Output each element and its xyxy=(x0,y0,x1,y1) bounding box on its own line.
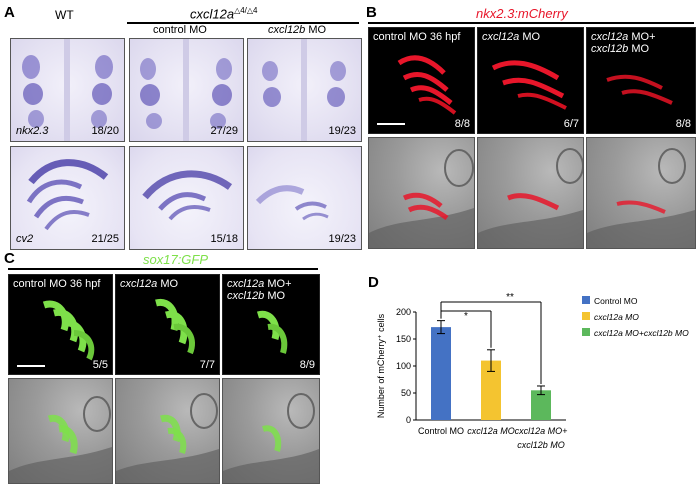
ish-nkx23-cxcl12b: 19/23 xyxy=(247,38,362,142)
panel-d-label: D xyxy=(368,274,379,291)
y-tick-label: 100 xyxy=(396,361,411,371)
count-label: 19/23 xyxy=(328,125,356,137)
count-label: 15/18 xyxy=(210,233,238,245)
chart-svg: 0 50 100 150 200 Number of mCherry⁺ cells Cont… xyxy=(376,292,689,450)
legend-swatch xyxy=(582,328,590,336)
ish-image xyxy=(142,170,233,221)
bar-3 xyxy=(531,390,551,420)
bar-2 xyxy=(481,360,501,420)
y-tick-label: 200 xyxy=(396,307,411,317)
ish-nkx23-wt: nkx2.3 18/20 xyxy=(10,38,125,142)
panel-b-bar xyxy=(368,22,694,24)
x-tick-label: cxcl12a MO xyxy=(467,426,515,436)
genotype-label: cxcl12a△4/△4 xyxy=(190,6,258,22)
x-tick-label: cxcl12a MO+ xyxy=(515,426,568,436)
mcherry-image xyxy=(491,60,567,110)
gfp-overlay-control xyxy=(8,378,113,484)
mcherry-overlay-double xyxy=(586,137,696,249)
panel-label: control MO 36 hpf xyxy=(373,31,461,43)
y-tick-label: 150 xyxy=(396,334,411,344)
count-label: 8/8 xyxy=(454,118,470,130)
panel-label: control MO 36 hpf xyxy=(13,278,101,290)
panel-label: cxcl12a MO xyxy=(482,31,541,43)
ish-image xyxy=(22,39,113,141)
mcherry-image xyxy=(397,55,457,115)
ish-cv2-control: 15/18 xyxy=(129,146,244,250)
legend-label: cxcl12a MO+cxcl12b MO xyxy=(594,328,689,338)
gfp-image xyxy=(155,298,195,355)
panel-a-label: A xyxy=(4,4,15,21)
gfp-image xyxy=(256,310,288,354)
count-label: 7/7 xyxy=(199,359,215,371)
legend-swatch xyxy=(582,296,590,304)
overlay-image xyxy=(478,148,583,248)
mcherry-overlay-cxcl12a xyxy=(477,137,584,249)
ish-cv2-wt: cv2 21/25 xyxy=(10,146,125,250)
y-axis-label: Number of mCherry⁺ cells xyxy=(376,313,386,418)
panel-c-title: sox17:GFP xyxy=(143,252,209,267)
ish-cv2-cxcl12b: 19/23 xyxy=(247,146,362,250)
sig-marker: * xyxy=(464,311,468,322)
gfp-image xyxy=(42,300,95,361)
panel-c-bar xyxy=(8,268,318,270)
col-control-mo: control MO xyxy=(153,24,207,36)
count-label: 18/20 xyxy=(91,125,119,137)
mcherry-control: control MO 36 hpf 8/8 xyxy=(368,27,475,134)
gfp-overlay-double xyxy=(222,378,320,484)
mcherry-image xyxy=(606,74,673,105)
legend-label: cxcl12a MO xyxy=(594,312,639,322)
count-label: 8/9 xyxy=(299,359,315,371)
x-tick-label: cxcl12b MO xyxy=(517,440,565,450)
col-cxcl12b-mo: cxcl12b MO xyxy=(268,24,327,36)
count-label: 8/8 xyxy=(675,118,691,130)
y-tick-label: 50 xyxy=(401,388,411,398)
mcherry-cxcl12a: cxcl12a MO 6/7 xyxy=(477,27,584,134)
legend-label: Control MO xyxy=(594,296,638,306)
panel-label: cxcl12a MO xyxy=(120,278,179,290)
overlay-image xyxy=(9,396,112,483)
overlay-image xyxy=(223,393,319,483)
genotype-bar xyxy=(127,22,359,24)
count-label: 5/5 xyxy=(92,359,108,371)
overlay-image xyxy=(369,149,474,248)
sig-marker: ** xyxy=(506,292,514,303)
ish-nkx23-control: 27/29 xyxy=(129,38,244,142)
count-label: 27/29 xyxy=(210,125,238,137)
panel-b-title: nkx2.3:mCherry xyxy=(476,6,568,21)
bar-chart: 0 50 100 150 200 Number of mCherry⁺ cells Cont… xyxy=(370,292,696,488)
overlay-image xyxy=(587,148,695,248)
ish-image xyxy=(26,159,109,231)
bar-1 xyxy=(431,327,451,420)
scale-bar xyxy=(17,365,45,367)
gfp-cxcl12a: cxcl12a MO 7/7 xyxy=(115,274,220,375)
scale-bar xyxy=(377,123,405,125)
ish-image xyxy=(255,185,329,221)
wt-label: WT xyxy=(55,8,74,22)
gfp-overlay-cxcl12a xyxy=(115,378,220,484)
count-label: 19/23 xyxy=(328,233,356,245)
panel-label: cxcl12a MO+ cxcl12b MO xyxy=(227,278,292,302)
overlay-image xyxy=(116,393,219,483)
y-tick-label: 0 xyxy=(406,415,411,425)
panel-label: cxcl12a MO+ cxcl12b MO xyxy=(591,31,656,55)
mcherry-double: cxcl12a MO+ cxcl12b MO 8/8 xyxy=(586,27,696,134)
panel-c-label: C xyxy=(4,250,15,267)
x-tick-label: Control MO xyxy=(418,426,464,436)
panel-b-label: B xyxy=(366,4,377,21)
mcherry-overlay-control xyxy=(368,137,475,249)
gfp-double: cxcl12a MO+ cxcl12b MO 8/9 xyxy=(222,274,320,375)
count-label: 21/25 xyxy=(91,233,119,245)
ish-image xyxy=(262,39,346,141)
ish-image xyxy=(140,39,232,141)
gfp-control: control MO 36 hpf 5/5 xyxy=(8,274,113,375)
legend-swatch xyxy=(582,312,590,320)
gene-label: nkx2.3 xyxy=(16,125,49,137)
count-label: 6/7 xyxy=(563,118,579,130)
gene-label: cv2 xyxy=(16,233,34,245)
